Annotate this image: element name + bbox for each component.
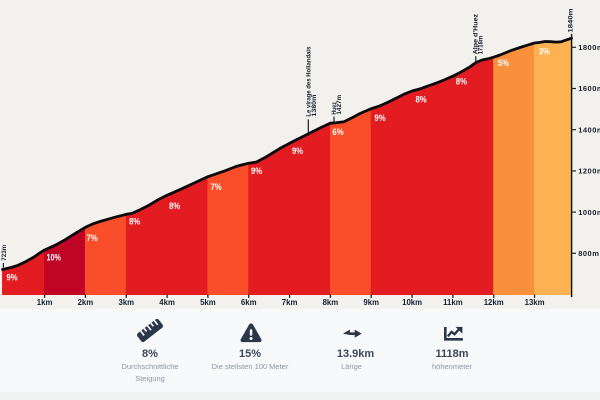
svg-text:7%: 7%: [211, 182, 223, 192]
svg-text:10km: 10km: [402, 298, 422, 307]
svg-text:4km: 4km: [159, 298, 175, 307]
svg-text:9%: 9%: [292, 146, 304, 156]
svg-text:1200m: 1200m: [578, 167, 600, 176]
svg-text:13km: 13km: [525, 298, 545, 307]
svg-text:9%: 9%: [374, 113, 386, 123]
svg-text:12km: 12km: [484, 298, 504, 307]
svg-text:Huez: Huez: [331, 102, 338, 114]
svg-text:3%: 3%: [539, 47, 551, 57]
svg-text:1km: 1km: [37, 298, 53, 307]
svg-text:3km: 3km: [118, 298, 134, 307]
svg-text:6km: 6km: [241, 298, 257, 307]
svg-text:8%: 8%: [169, 201, 181, 211]
svg-text:7%: 7%: [87, 233, 99, 243]
svg-text:5%: 5%: [498, 58, 510, 68]
svg-text:1400m: 1400m: [578, 125, 600, 134]
svg-text:1600m: 1600m: [578, 84, 600, 93]
svg-text:8%: 8%: [129, 216, 141, 226]
svg-text:10%: 10%: [47, 252, 62, 262]
svg-text:1427m: 1427m: [336, 94, 343, 114]
svg-text:11km: 11km: [443, 298, 463, 307]
svg-text:8%: 8%: [456, 77, 468, 87]
svg-text:6%: 6%: [332, 127, 344, 137]
svg-text:1718m: 1718m: [478, 35, 485, 54]
svg-text:7km: 7km: [282, 298, 298, 307]
svg-text:1840m: 1840m: [568, 8, 575, 33]
svg-text:Le virage des Hollandais: Le virage des Hollandais: [305, 46, 312, 117]
svg-text:5km: 5km: [200, 298, 216, 307]
svg-text:9%: 9%: [7, 272, 19, 282]
svg-text:9%: 9%: [251, 166, 263, 176]
svg-text:8km: 8km: [323, 298, 339, 307]
svg-text:1000m: 1000m: [578, 208, 600, 217]
svg-text:800m: 800m: [578, 249, 599, 258]
svg-text:1380m: 1380m: [311, 94, 318, 117]
svg-text:9km: 9km: [363, 298, 379, 307]
svg-text:1800m: 1800m: [578, 43, 600, 52]
svg-text:2km: 2km: [78, 298, 94, 307]
svg-text:8%: 8%: [416, 94, 428, 104]
svg-text:723m: 723m: [1, 244, 8, 261]
svg-text:Alpe d'Huez: Alpe d'Huez: [473, 14, 480, 55]
